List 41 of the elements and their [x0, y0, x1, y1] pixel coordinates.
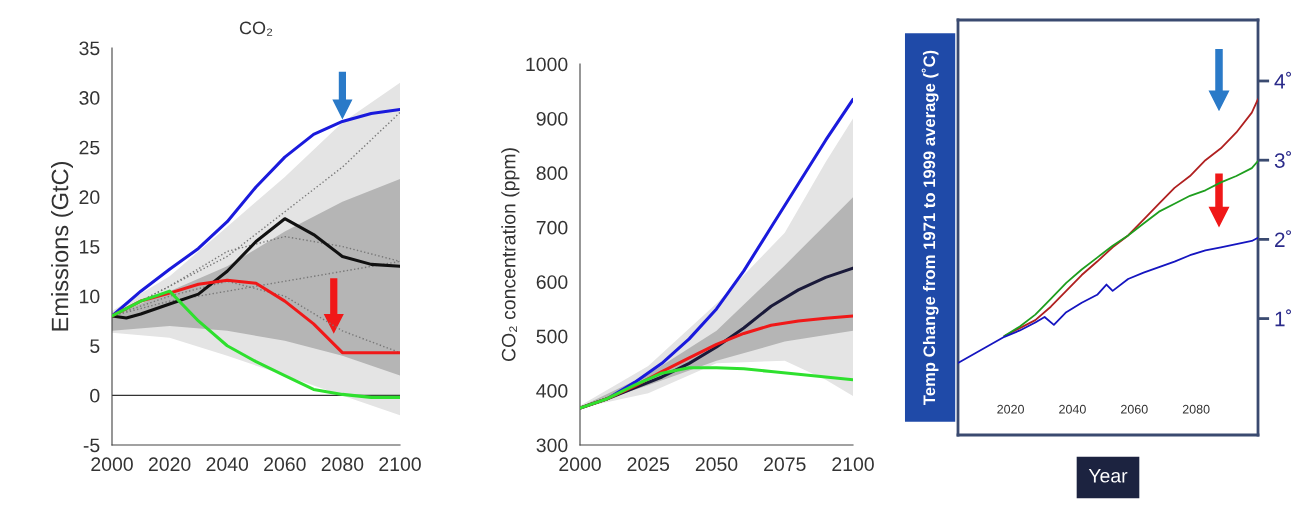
y-tick-label: 600 [536, 275, 568, 289]
y-tick-label: 900 [536, 111, 568, 126]
y-tick-label: 1˚ [1275, 309, 1291, 327]
y-tick-label: 2˚ [1275, 230, 1291, 247]
x-tick-label: 2080 [321, 457, 364, 472]
x-tick-label: 2020 [148, 457, 191, 472]
x-tick-label: 2100 [379, 457, 421, 472]
x-tick-label: 2040 [1059, 404, 1086, 414]
x-tick-label: 2060 [1121, 404, 1148, 414]
y-tick-label: 1000 [526, 57, 568, 72]
y-tick-label: 4˚ [1274, 71, 1291, 89]
y-tick-label: 700 [536, 220, 568, 235]
y-tick-label: 25 [79, 140, 100, 155]
y-tick-label: 10 [80, 289, 100, 304]
y-tick-label: 0 [90, 388, 100, 403]
y-tick-label: 500 [536, 329, 568, 344]
y-axis-title: Temp Change from 1971 to 1999 average (˚C) [921, 50, 939, 405]
y-tick-label: 20 [79, 190, 100, 205]
x-tick-label: 2080 [1182, 404, 1210, 414]
y-tick-label: 30 [79, 91, 100, 105]
x-tick-label: 2050 [695, 457, 738, 472]
x-tick-label: 2075 [764, 457, 806, 472]
x-tick-label: 2040 [206, 457, 249, 472]
x-tick-label: 2025 [627, 457, 670, 472]
y-axis-title: CO₂ concentration (ppm) [501, 148, 520, 362]
y-tick-label: -5 [83, 438, 100, 453]
y-tick-label: 5 [90, 339, 100, 353]
x-tick-label: 2060 [264, 457, 306, 472]
x-tick-label: 2020 [997, 404, 1024, 414]
x-tick-label: 2000 [559, 457, 601, 472]
x-tick-label: 2000 [91, 457, 133, 472]
y-tick-label: 15 [80, 240, 100, 254]
y-tick-label: 3˚ [1274, 150, 1291, 168]
y-tick-label: 800 [536, 166, 568, 181]
x-tick-label: 2100 [832, 457, 874, 472]
y-axis-title: Emissions (GtC) [51, 162, 73, 331]
chart-title: CO₂ [239, 21, 273, 36]
x-axis-title: Year [1088, 469, 1128, 483]
y-tick-label: 400 [536, 384, 568, 398]
y-tick-label: 35 [79, 41, 100, 56]
y-tick-label: 300 [536, 438, 568, 453]
